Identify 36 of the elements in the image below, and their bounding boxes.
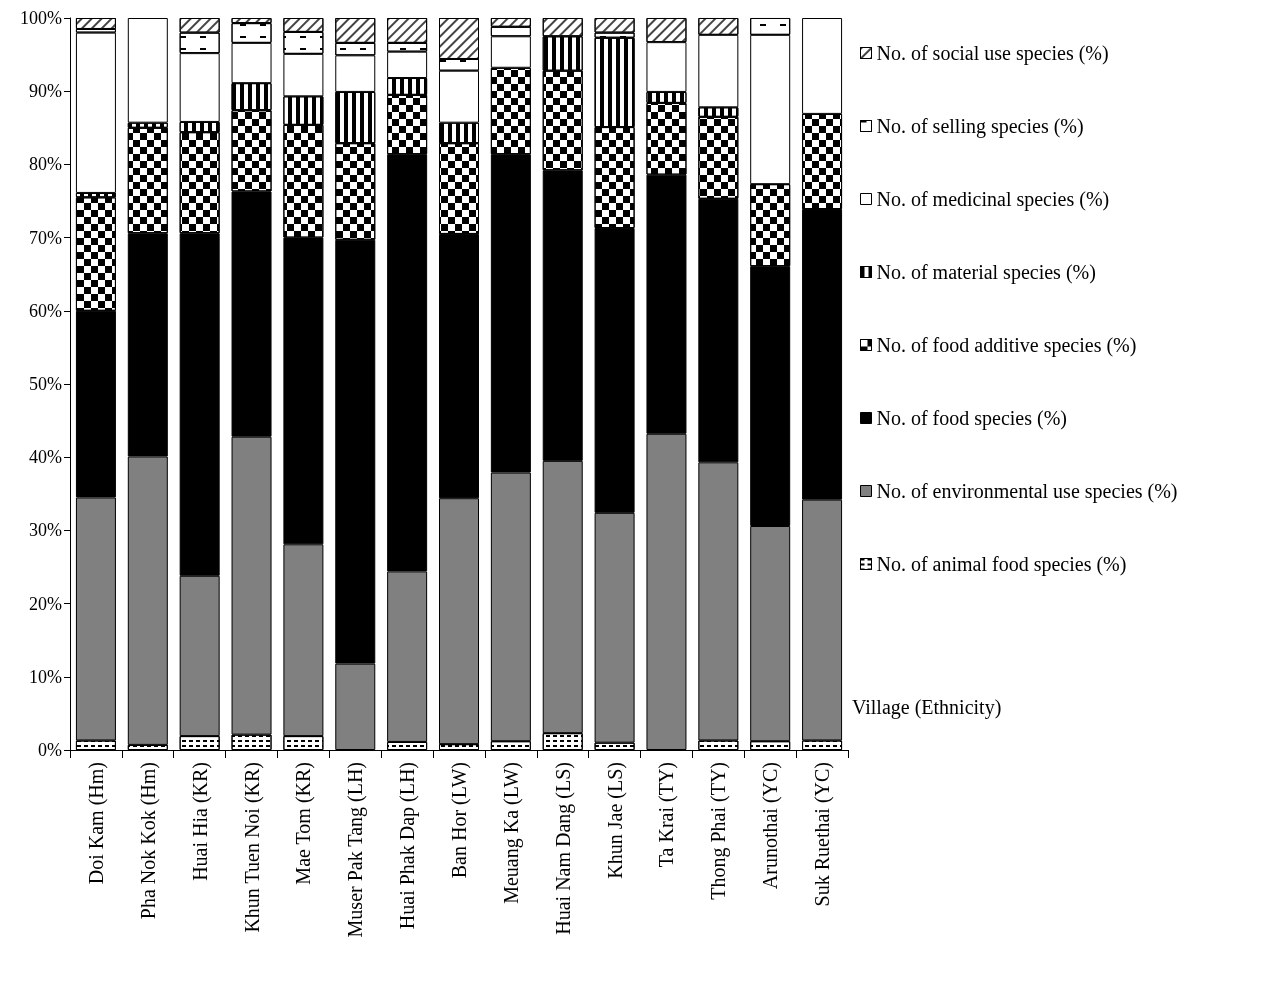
x-tick-label: Thong Phai (TY)	[707, 762, 731, 900]
y-tick-label: 30%	[29, 520, 62, 541]
x-tick-label: Khun Jae (LS)	[603, 762, 627, 879]
y-tick-label: 50%	[29, 374, 62, 394]
y-tick-label: 60%	[29, 300, 62, 321]
x-tick-label: Muser Pak Tang (LH)	[344, 762, 368, 938]
y-tick-label: 90%	[29, 81, 62, 102]
y-tick-label: 70%	[29, 227, 62, 248]
bar	[75, 32, 116, 193]
legend-label: No. of material species (%)	[876, 261, 1096, 284]
y-tick-label: 10%	[29, 666, 62, 687]
x-axis-title: Village (Ethnicity)	[852, 696, 1002, 719]
legend-label: No. of social use species (%)	[876, 42, 1109, 65]
y-tick-label: 40%	[29, 447, 62, 468]
x-tick-label: Ban Hor (LW)	[448, 762, 471, 879]
x-tick-label: Huai Hia (KR)	[188, 762, 212, 881]
legend-label: No. of animal food species (%)	[876, 553, 1127, 576]
x-tick-label: Suk Ruethai (YC)	[811, 762, 835, 907]
x-tick-label: Meuang Ka (LW)	[499, 762, 523, 904]
x-tick-label: Huai Phak Dap (LH)	[396, 762, 420, 930]
x-tick-label: Ta Krai (TY)	[655, 762, 679, 868]
legend-label: No. of food species (%)	[876, 407, 1067, 430]
legend-label: No. of selling species (%)	[876, 115, 1084, 138]
legend-label: No. of environmental use species (%)	[876, 480, 1178, 503]
x-tick-label: Pha Nok Kok (Hm)	[136, 762, 160, 920]
x-tick-label: Khun Tuen Noi (KR)	[240, 762, 264, 933]
y-tick-label: 100%	[20, 8, 62, 28]
y-tick-label: 80%	[29, 154, 62, 175]
legend-label: No. of medicinal species (%)	[876, 188, 1110, 211]
x-tick-label: Arunothai (YC)	[759, 762, 783, 890]
x-tick-label: Mae Tom (KR)	[292, 762, 316, 885]
legend-label: No. of food additive species (%)	[876, 334, 1137, 357]
x-tick-label: Doi Kam (Hm)	[84, 762, 108, 885]
y-tick-label: 0%	[38, 740, 62, 760]
x-tick-label: Huai Nam Dang (LS)	[551, 762, 575, 935]
y-tick-label: 20%	[29, 593, 62, 614]
